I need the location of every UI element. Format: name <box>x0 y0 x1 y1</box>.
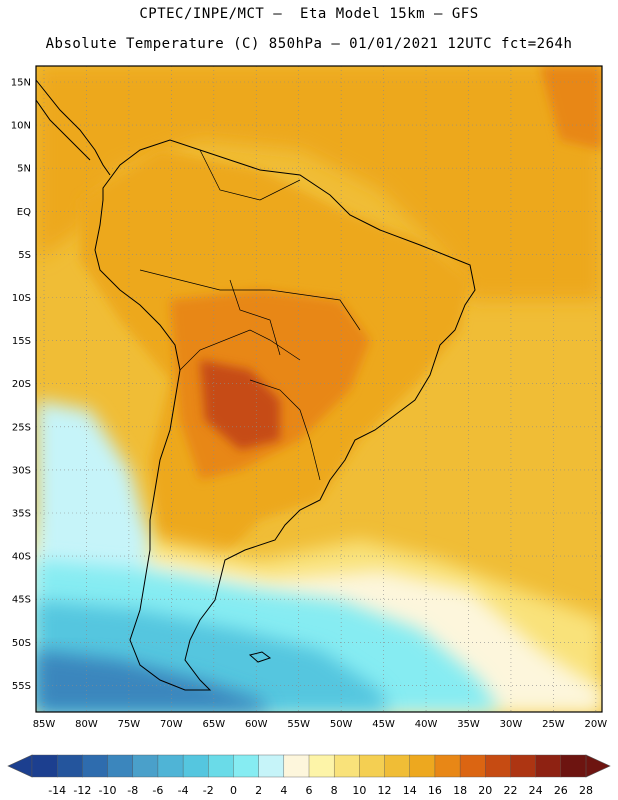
colorbar-label: 20 <box>478 784 492 797</box>
colorbar: -14 -12 -10 -8 -6 -4 -2 0 2 4 6 8 10 12 14 16 18 20 22 24 26… <box>7 754 611 797</box>
lon-label: 50W <box>330 719 353 730</box>
colorbar-label: 22 <box>503 784 517 797</box>
map-frame <box>35 65 603 713</box>
border-parana <box>249 379 321 481</box>
colorbar-label: -10 <box>99 784 117 797</box>
lat-label: 5S <box>18 250 31 261</box>
colorbar-swatch <box>359 754 386 778</box>
map-title-line-2: Absolute Temperature (C) 850hPa – 01/01/… <box>45 36 573 52</box>
colorbar-label: 2 <box>255 784 262 797</box>
colorbar-label: 16 <box>428 784 442 797</box>
colorbar-label: -4 <box>178 784 189 797</box>
colorbar-label: -12 <box>73 784 91 797</box>
south-america-coastline <box>94 139 476 691</box>
colorbar-swatch <box>384 754 411 778</box>
colorbar-label: 6 <box>306 784 313 797</box>
lon-label: 70W <box>160 719 183 730</box>
colorbar-label: 14 <box>403 784 417 797</box>
colorbar-label: 18 <box>453 784 467 797</box>
temperature-field <box>36 66 602 712</box>
colorbar-swatch <box>157 754 184 778</box>
lat-label: 25S <box>12 422 31 433</box>
lon-label: 65W <box>202 719 225 730</box>
lat-label: 40S <box>12 552 31 563</box>
field-hottest-chaco <box>200 360 280 450</box>
coastlines <box>36 79 476 691</box>
lon-label: 40W <box>415 719 438 730</box>
colorbar-label: -8 <box>127 784 138 797</box>
colorbar-label: 0 <box>230 784 237 797</box>
colorbar-swatch <box>283 754 310 778</box>
lon-label: 85W <box>33 719 56 730</box>
colorbar-label: 24 <box>529 784 543 797</box>
lon-label: 80W <box>75 719 98 730</box>
colorbar-swatch <box>308 754 335 778</box>
colorbar-swatch <box>535 754 562 778</box>
colorbar-swatch <box>31 754 58 778</box>
latitude-labels: 15N 10N 5N EQ 5S 10S 15S 20S 25S 30S 35S 40S 45S 50S 5… <box>11 78 31 692</box>
colorbar-label: 4 <box>280 784 287 797</box>
colorbar-min-arrow <box>7 754 33 778</box>
country-borders <box>139 149 361 481</box>
border-venezuela-guyana <box>199 149 301 201</box>
lat-label: EQ <box>17 207 31 218</box>
colorbar-label: 10 <box>352 784 366 797</box>
lat-label: 30S <box>12 465 31 476</box>
colorbar-swatch <box>434 754 461 778</box>
lon-label: 60W <box>245 719 268 730</box>
lat-label: 15S <box>12 336 31 347</box>
longitude-labels: 85W 80W 75W 70W 65W 60W 55W 50W 45W 40W 35W 30W 25W 2… <box>33 719 608 730</box>
lat-label: 5N <box>17 164 31 175</box>
colorbar-label: 26 <box>554 784 568 797</box>
colorbar-swatch <box>333 754 360 778</box>
colorbar-label: -14 <box>48 784 66 797</box>
lat-label: 20S <box>12 379 31 390</box>
colorbar-swatch <box>182 754 209 778</box>
lon-label: 20W <box>585 719 608 730</box>
field-coldest-south <box>36 650 270 712</box>
colorbar-swatch <box>510 754 537 778</box>
colorbar-swatch <box>233 754 260 778</box>
map-title-line-1: CPTEC/INPE/MCT – Eta Model 15km – GFS <box>139 6 479 22</box>
colorbar-swatch <box>208 754 234 778</box>
colorbar-swatch <box>560 754 587 778</box>
colorbar-swatch <box>485 754 511 778</box>
colorbar-max-arrow <box>585 754 611 778</box>
colorbar-label: -2 <box>203 784 214 797</box>
lat-label: 10S <box>12 293 31 304</box>
lat-label: 35S <box>12 509 31 520</box>
colorbar-swatch <box>258 754 285 778</box>
lat-label: 50S <box>12 638 31 649</box>
colorbar-swatch <box>459 754 486 778</box>
field-hot-ne <box>540 66 602 150</box>
colorbar-swatch <box>82 754 109 778</box>
field-orange-north <box>36 66 602 300</box>
colorbar-swatch <box>409 754 436 778</box>
colorbar-swatch <box>107 754 134 778</box>
falklands-coastline <box>248 651 272 663</box>
lon-label: 75W <box>118 719 141 730</box>
lon-label: 30W <box>500 719 523 730</box>
colorbar-swatch <box>56 754 83 778</box>
colorbar-label: -6 <box>152 784 163 797</box>
lon-label: 45W <box>372 719 395 730</box>
lon-label: 25W <box>542 719 565 730</box>
lat-label: 15N <box>11 78 31 89</box>
lat-label: 55S <box>12 681 31 692</box>
colorbar-label: 8 <box>331 784 338 797</box>
colorbar-label: 12 <box>378 784 392 797</box>
border-bolivia-brazil <box>229 279 281 356</box>
central-america-coastline <box>36 79 111 176</box>
lon-label: 55W <box>287 719 310 730</box>
colorbar-swatch <box>132 754 159 778</box>
colorbar-label: 28 <box>579 784 593 797</box>
lat-label: 10N <box>11 121 31 132</box>
border-amazon-basin <box>139 269 361 331</box>
lat-label: 45S <box>12 595 31 606</box>
lon-label: 35W <box>457 719 480 730</box>
border-andes-interior <box>179 329 301 371</box>
